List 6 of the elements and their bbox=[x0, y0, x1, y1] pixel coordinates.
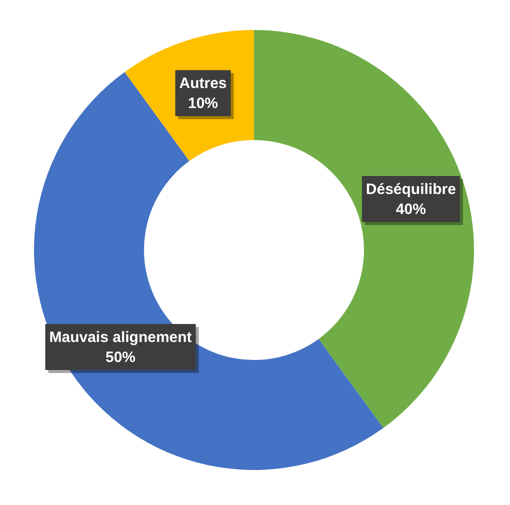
slice-label: Déséquilibre bbox=[366, 181, 456, 198]
data-label: 40% bbox=[396, 201, 426, 218]
data-label: 10% bbox=[188, 95, 218, 112]
data-label: 50% bbox=[105, 349, 136, 366]
slice-label: Autres bbox=[179, 75, 227, 92]
slice-label: Mauvais alignement bbox=[49, 329, 192, 346]
